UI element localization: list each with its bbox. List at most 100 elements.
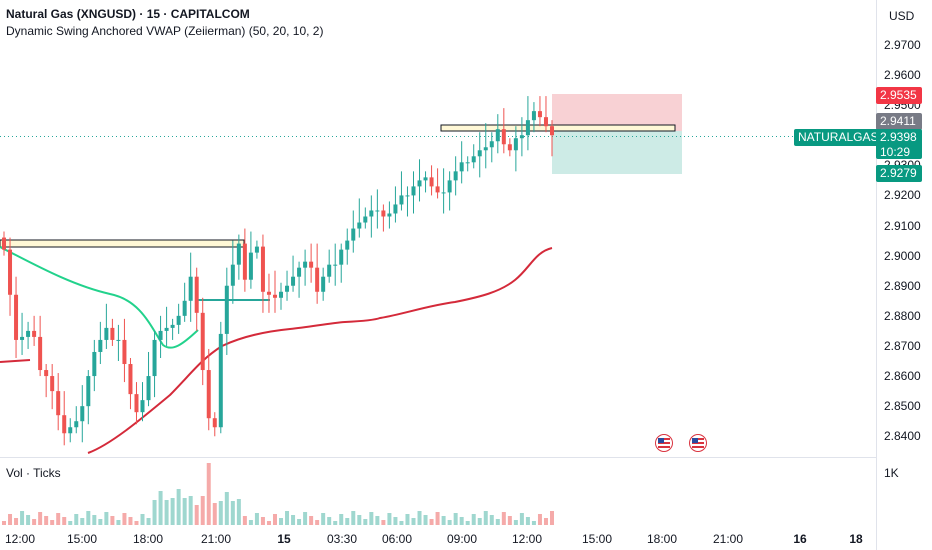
candle-body xyxy=(68,427,73,434)
volume-bar xyxy=(134,521,139,525)
candle-body xyxy=(519,135,524,139)
symbol-tag: NATURALGAS xyxy=(794,129,883,146)
entry-price-tag: 2.9411 xyxy=(876,113,922,130)
volume-bar xyxy=(477,518,482,525)
candle-body xyxy=(363,216,368,223)
y-tick-label: 2.9000 xyxy=(884,248,921,263)
candle-body xyxy=(254,246,259,253)
volume-bar xyxy=(531,521,536,525)
candle-body xyxy=(116,339,121,341)
candle-body xyxy=(327,264,332,277)
x-tick-label: 18 xyxy=(849,532,863,546)
volume-bar xyxy=(236,499,241,525)
candle-body xyxy=(236,243,241,265)
candle-body xyxy=(218,333,223,428)
volume-bar xyxy=(260,517,265,525)
volume-bar xyxy=(140,514,145,525)
candle-body xyxy=(200,312,205,371)
volume-bar xyxy=(38,512,43,525)
candle-body xyxy=(122,339,127,365)
bar-countdown: 10:29 xyxy=(880,145,911,159)
candle-body xyxy=(381,210,386,217)
candle-body xyxy=(550,126,554,136)
volume-bar xyxy=(399,521,404,525)
candle-body xyxy=(369,210,374,217)
volume-bar xyxy=(351,511,356,525)
volume-bar xyxy=(152,500,157,525)
stop-price-tag: 2.9535 xyxy=(876,87,922,104)
volume-bar xyxy=(218,501,223,525)
volume-bar xyxy=(363,519,368,525)
candle-body xyxy=(351,228,356,241)
y-tick-label: 2.8700 xyxy=(884,338,921,353)
volume-bar xyxy=(381,520,386,525)
candle-body xyxy=(333,264,338,266)
y-tick-label: 2.8800 xyxy=(884,308,921,323)
volume-bar xyxy=(62,517,67,525)
candle-body xyxy=(399,195,404,205)
candle-body xyxy=(26,330,31,337)
candle-body xyxy=(387,213,392,217)
indicator-title[interactable]: Dynamic Swing Anchored VWAP (Zeiierman) … xyxy=(6,24,324,38)
candle-body xyxy=(441,192,446,194)
volume-bar xyxy=(297,519,302,525)
candle-body xyxy=(104,327,109,340)
us-event-flag-icon[interactable] xyxy=(655,434,673,452)
volume-series xyxy=(2,463,554,525)
candle-body xyxy=(477,150,482,157)
candle-body xyxy=(92,351,97,377)
candle-body xyxy=(14,294,19,340)
volume-bar xyxy=(357,515,362,525)
x-tick-label: 16 xyxy=(793,532,807,546)
volume-bar xyxy=(272,514,277,525)
candle-body xyxy=(525,120,530,136)
candle-body xyxy=(471,156,476,163)
candle-body xyxy=(507,144,512,151)
candle-body xyxy=(531,111,536,121)
y-tick-label: 2.9200 xyxy=(884,188,921,203)
currency-label[interactable]: USD xyxy=(889,9,915,23)
candle-body xyxy=(495,129,500,142)
target-price-tag: 2.9279 xyxy=(876,165,922,182)
x-tick-label: 18:00 xyxy=(132,532,164,546)
candle-body xyxy=(182,300,187,316)
volume-bar xyxy=(411,518,416,525)
candle-body xyxy=(537,111,542,118)
candle-body xyxy=(339,249,344,265)
candle-body xyxy=(170,324,175,328)
volume-bar xyxy=(194,505,199,525)
swing-high-box-right xyxy=(440,124,676,132)
volume-bar xyxy=(507,516,512,525)
candle-body xyxy=(20,336,25,340)
candle-body xyxy=(188,276,193,301)
candle-body xyxy=(279,291,284,298)
y-tick-label: 2.8500 xyxy=(884,399,921,414)
volume-bar xyxy=(519,513,524,525)
volume-bar xyxy=(50,520,55,525)
last-price-value: 2.9398 xyxy=(880,130,917,144)
volume-label[interactable]: Vol · Ticks xyxy=(6,466,61,480)
volume-bar xyxy=(435,512,440,525)
candle-body xyxy=(134,394,139,413)
candle-body xyxy=(212,418,217,428)
candle-body xyxy=(44,370,49,377)
volume-bar xyxy=(387,513,392,525)
candle-body xyxy=(146,376,151,401)
x-tick-label: 15:00 xyxy=(66,532,98,546)
candle-body xyxy=(62,415,67,434)
volume-bar xyxy=(128,517,133,525)
candle-body xyxy=(291,276,296,286)
y-tick-label: 2.8400 xyxy=(884,429,921,444)
volume-bar xyxy=(200,496,205,525)
candle-body xyxy=(393,204,398,214)
volume-bar xyxy=(164,500,169,525)
volume-bar xyxy=(447,520,452,525)
volume-bar xyxy=(471,514,476,525)
us-event-flag-icon[interactable] xyxy=(689,434,707,452)
volume-bar xyxy=(303,512,308,525)
volume-bar xyxy=(465,521,470,525)
candle-body xyxy=(194,276,199,313)
symbol-title[interactable]: Natural Gas (XNGUSD) · 15 · CAPITALCOM xyxy=(6,7,250,21)
volume-bar xyxy=(44,516,49,525)
